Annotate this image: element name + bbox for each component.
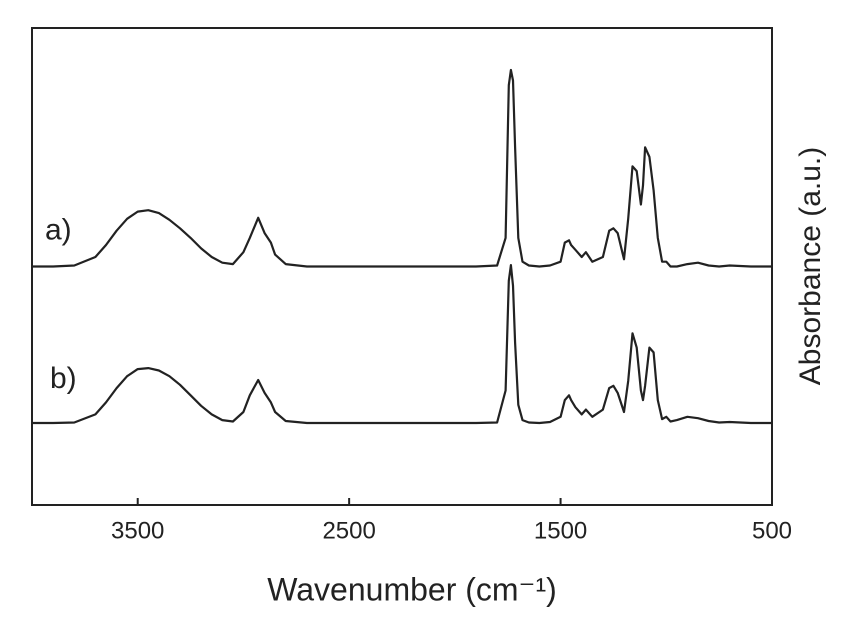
spectrum-line bbox=[32, 68, 772, 268]
y-axis-label: Absorbance (a.u.) bbox=[794, 147, 827, 385]
series-label: b) bbox=[50, 362, 77, 395]
x-axis-label: Wavenumber (cm⁻¹) bbox=[267, 571, 557, 607]
x-tick-label: 500 bbox=[752, 517, 792, 544]
x-tick-label: 3500 bbox=[111, 517, 164, 544]
x-tick-label: 1500 bbox=[534, 517, 587, 544]
spectrum-line bbox=[32, 264, 772, 425]
x-tick-label: 2500 bbox=[322, 517, 375, 544]
series-label: a) bbox=[45, 213, 72, 246]
